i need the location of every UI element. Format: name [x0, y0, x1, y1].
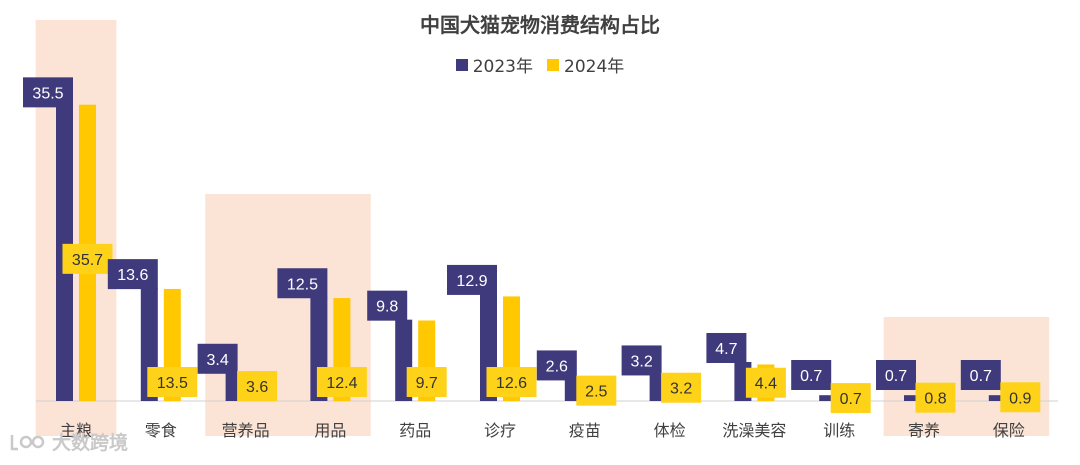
- data-label-2023: 12.5: [287, 276, 318, 293]
- category-label: 训练: [823, 421, 855, 440]
- legend-item-2024: 2024年: [547, 52, 624, 77]
- data-label-2023: 9.8: [376, 299, 398, 316]
- bar-2023: [904, 395, 921, 401]
- data-label-box-2023: [447, 264, 497, 295]
- category-label: 寄养: [908, 421, 940, 440]
- watermark-text: 大数跨境: [52, 432, 129, 454]
- data-label-2024: 0.7: [840, 391, 862, 408]
- category-label: 用品: [314, 421, 346, 440]
- category-label: 疫苗: [569, 421, 601, 440]
- data-label-2023: 13.6: [117, 267, 148, 284]
- category-label: 诊疗: [484, 421, 516, 440]
- data-label-2024: 3.2: [670, 381, 692, 398]
- legend-swatch-2024: [547, 58, 559, 71]
- data-label-2023: 0.7: [970, 368, 992, 385]
- data-label-box-2024: [745, 367, 786, 398]
- data-label-box-2023: [107, 259, 158, 290]
- legend-swatch-2023: [455, 58, 468, 71]
- data-label-box-2023: [706, 332, 747, 363]
- category-label: 洗澡美容: [722, 421, 786, 440]
- data-label-box-2024: [830, 383, 871, 414]
- data-label-2023: 0.7: [800, 368, 822, 385]
- logo-icon: [10, 434, 45, 450]
- data-label-box-2024: [486, 367, 537, 397]
- data-label-2023: 3.2: [630, 353, 652, 370]
- legend: 2023年 2024年: [0, 52, 1080, 77]
- data-label-2024: 0.9: [1009, 390, 1031, 407]
- data-label-box-2024: [661, 372, 702, 403]
- category-label: 主粮: [60, 421, 92, 440]
- category-label: 体检: [654, 421, 686, 440]
- category-label: 药品: [399, 421, 431, 440]
- data-label-2024: 12.6: [496, 375, 527, 392]
- data-label-box-2024: [406, 367, 447, 397]
- data-label-2023: 3.4: [206, 352, 228, 369]
- data-label-2024: 0.8: [924, 391, 946, 408]
- data-label-2024: 13.5: [157, 375, 188, 392]
- data-label-2023: 35.5: [32, 85, 63, 102]
- data-label-box-2023: [876, 360, 916, 390]
- legend-label-2024: 2024年: [564, 57, 625, 77]
- watermark: 大数跨境: [8, 428, 128, 455]
- data-label-2024: 2.5: [585, 384, 607, 401]
- data-label-box-2023: [960, 360, 1001, 390]
- data-label-box-2024: [576, 375, 617, 406]
- data-label-2024: 12.4: [326, 375, 357, 392]
- category-label: 零食: [145, 421, 177, 440]
- data-label-box-2024: [316, 367, 367, 397]
- data-label-box-2024: [147, 367, 198, 397]
- data-label-2024: 9.7: [416, 375, 438, 392]
- data-label-box-2023: [621, 345, 662, 376]
- legend-label-2023: 2023年: [472, 57, 533, 77]
- data-label-box-2024: [915, 382, 956, 413]
- bar-2023: [819, 395, 837, 401]
- data-label-box-2023: [791, 360, 832, 390]
- chart-title: 中国犬猫宠物消费结构占比: [420, 13, 660, 37]
- data-label-2024: 4.4: [755, 376, 777, 393]
- data-label-2023: 0.7: [885, 368, 907, 385]
- data-label-2024: 35.7: [72, 252, 103, 269]
- data-label-box-2023: [197, 343, 238, 374]
- category-label: 保险: [993, 421, 1025, 440]
- bar-2023: [988, 395, 1006, 401]
- data-label-2023: 2.6: [546, 358, 568, 375]
- data-label-box-2023: [536, 350, 577, 381]
- data-label-box-2023: [23, 77, 73, 108]
- data-label-box-2024: [237, 371, 278, 402]
- data-label-2024: 3.6: [246, 379, 268, 396]
- data-label-box-2024: [62, 243, 113, 274]
- data-label-box-2024: [1000, 382, 1041, 413]
- data-label-box-2023: [367, 290, 408, 321]
- data-label-2023: 4.7: [715, 341, 737, 358]
- legend-item-2023: 2023年: [455, 52, 533, 77]
- data-label-box-2023: [277, 268, 328, 299]
- data-label-2023: 12.9: [456, 273, 487, 290]
- category-label: 营养品: [222, 421, 270, 440]
